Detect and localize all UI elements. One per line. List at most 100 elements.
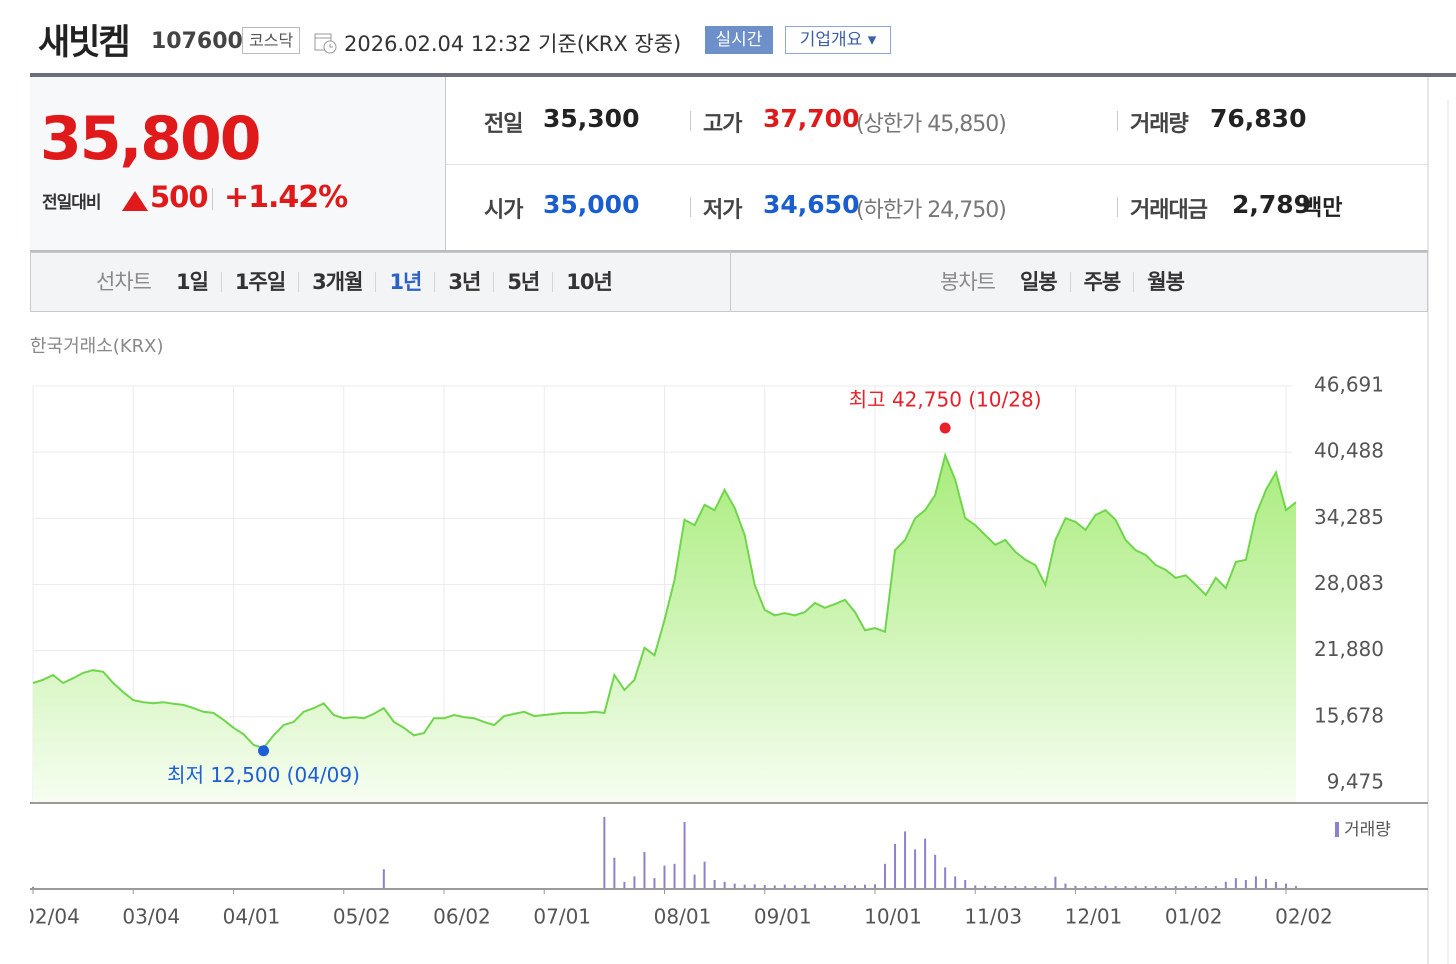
stock-name: 새빗켐: [38, 23, 131, 63]
volume-bar: [1144, 886, 1147, 889]
x-tick-label: 03/04: [122, 905, 180, 929]
volume-bar: [863, 884, 866, 889]
period-tab[interactable]: 1일: [175, 270, 209, 294]
extreme-label: 최저 12,500 (04/09): [167, 763, 360, 787]
stat-label: 거래대금: [1130, 198, 1208, 223]
volume-bar: [633, 876, 636, 889]
volume-bar: [914, 849, 917, 889]
y-tick-label: 21,880: [1314, 637, 1384, 661]
volume-bar: [753, 884, 756, 889]
volume-bar: [653, 878, 656, 889]
volume-bar: [823, 885, 826, 889]
volume-bar: [934, 854, 937, 889]
volume-bar: [944, 867, 947, 889]
volume-bar: [1194, 886, 1197, 889]
realtime-button[interactable]: 실시간: [705, 26, 773, 54]
volume-bar: [683, 822, 686, 889]
volume-bar: [894, 844, 897, 889]
legend-label: 거래량: [1344, 820, 1391, 840]
volume-bar: [843, 885, 846, 889]
extreme-marker: [939, 422, 951, 434]
volume-bar: [1104, 885, 1107, 889]
price-line: [32, 451, 1297, 750]
extreme-label: 최고 42,750 (10/28): [849, 388, 1042, 412]
volume-bar: [1174, 886, 1177, 889]
stat-value: 34,650: [763, 190, 860, 219]
volume-bar: [1094, 886, 1097, 889]
volume-bar: [1124, 886, 1127, 889]
tab-group-label: 선차트: [96, 270, 152, 294]
volume-bar: [964, 880, 967, 889]
timestamp: 2026.02.04 12:32 기준(KRX 장중): [344, 28, 681, 58]
x-tick-label: 12/01: [1065, 905, 1123, 929]
stat-value: 2,789: [1232, 190, 1312, 219]
x-tick-label: 07/01: [533, 905, 591, 929]
row-divider: [446, 164, 1428, 165]
column-separator: [690, 111, 691, 131]
period-tab[interactable]: 5년: [493, 272, 552, 293]
volume-bar: [1074, 885, 1077, 889]
stat-label: 거래량: [1130, 112, 1189, 137]
volume-bar: [874, 884, 876, 889]
y-tick-label: 9,475: [1327, 769, 1384, 793]
x-tick-label: 09/01: [754, 905, 812, 929]
company-button[interactable]: 기업개요 ▾: [785, 26, 891, 54]
volume-bar: [803, 885, 806, 889]
volume-bar: [723, 881, 726, 889]
volume-bar: [833, 885, 836, 889]
volume-bar: [1024, 886, 1027, 889]
x-tick-label: 10/01: [864, 905, 922, 929]
candle-tab[interactable]: 일봉: [1019, 270, 1058, 294]
period-tab[interactable]: 3년: [434, 272, 493, 293]
volume-bar: [1134, 886, 1137, 889]
chart-source: 한국거래소(KRX): [30, 336, 164, 357]
volume-bar: [884, 863, 887, 889]
y-tick-label: 40,488: [1314, 439, 1384, 463]
header-rule: [30, 73, 1456, 77]
volume-bar: [853, 885, 856, 889]
y-tick-label: 28,083: [1314, 571, 1384, 595]
change-label: 전일대비: [42, 193, 102, 213]
volume-bar: [1154, 886, 1157, 889]
volume-bar: [1014, 886, 1017, 889]
volume-bar: [382, 869, 385, 889]
volume-bar: [693, 874, 696, 889]
volume-bar: [1164, 886, 1167, 889]
volume-bar: [1004, 885, 1007, 889]
area-fill: [33, 455, 1296, 803]
volume-bar: [663, 865, 666, 889]
volume-bar: [1295, 886, 1297, 889]
period-tab[interactable]: 10년: [552, 272, 625, 293]
current-price: 35,800: [40, 104, 262, 174]
legend-swatch: [1335, 822, 1339, 837]
volume-bar: [703, 861, 706, 889]
period-tab[interactable]: 3개월: [298, 272, 375, 293]
volume-bar: [984, 885, 987, 889]
volume-bar: [1244, 880, 1247, 889]
stat-value: 35,000: [543, 190, 640, 219]
extreme-marker: [258, 745, 270, 757]
volume-bar: [1274, 881, 1277, 889]
x-tick-label: 01/02: [1165, 905, 1223, 929]
summary-box: [30, 77, 1428, 252]
y-tick-label: 34,285: [1314, 505, 1384, 529]
x-tick-label: 02/02: [1275, 905, 1333, 929]
stock-code: 107600: [151, 29, 243, 54]
candle-tab[interactable]: 주봉: [1069, 272, 1134, 293]
volume-bar: [763, 885, 766, 889]
line-chart-tabs: 선차트 1일 1주일 3개월 1년 3년 5년 10년: [30, 252, 730, 312]
stat-unit: 백만: [1302, 196, 1343, 221]
volume-bar: [613, 857, 616, 889]
volume-bar: [1084, 886, 1087, 889]
volume-bar: [904, 831, 907, 889]
volume-bar: [1044, 886, 1047, 889]
period-tab[interactable]: 1년: [375, 272, 434, 293]
limit-note: (하한가 24,750): [856, 198, 1007, 223]
period-tab[interactable]: 1주일: [220, 272, 298, 293]
x-tick-label: 02/04: [22, 905, 80, 929]
company-label: 기업개요: [799, 30, 863, 50]
candle-tab[interactable]: 월봉: [1133, 272, 1197, 293]
stat-value: 37,700: [763, 104, 860, 133]
